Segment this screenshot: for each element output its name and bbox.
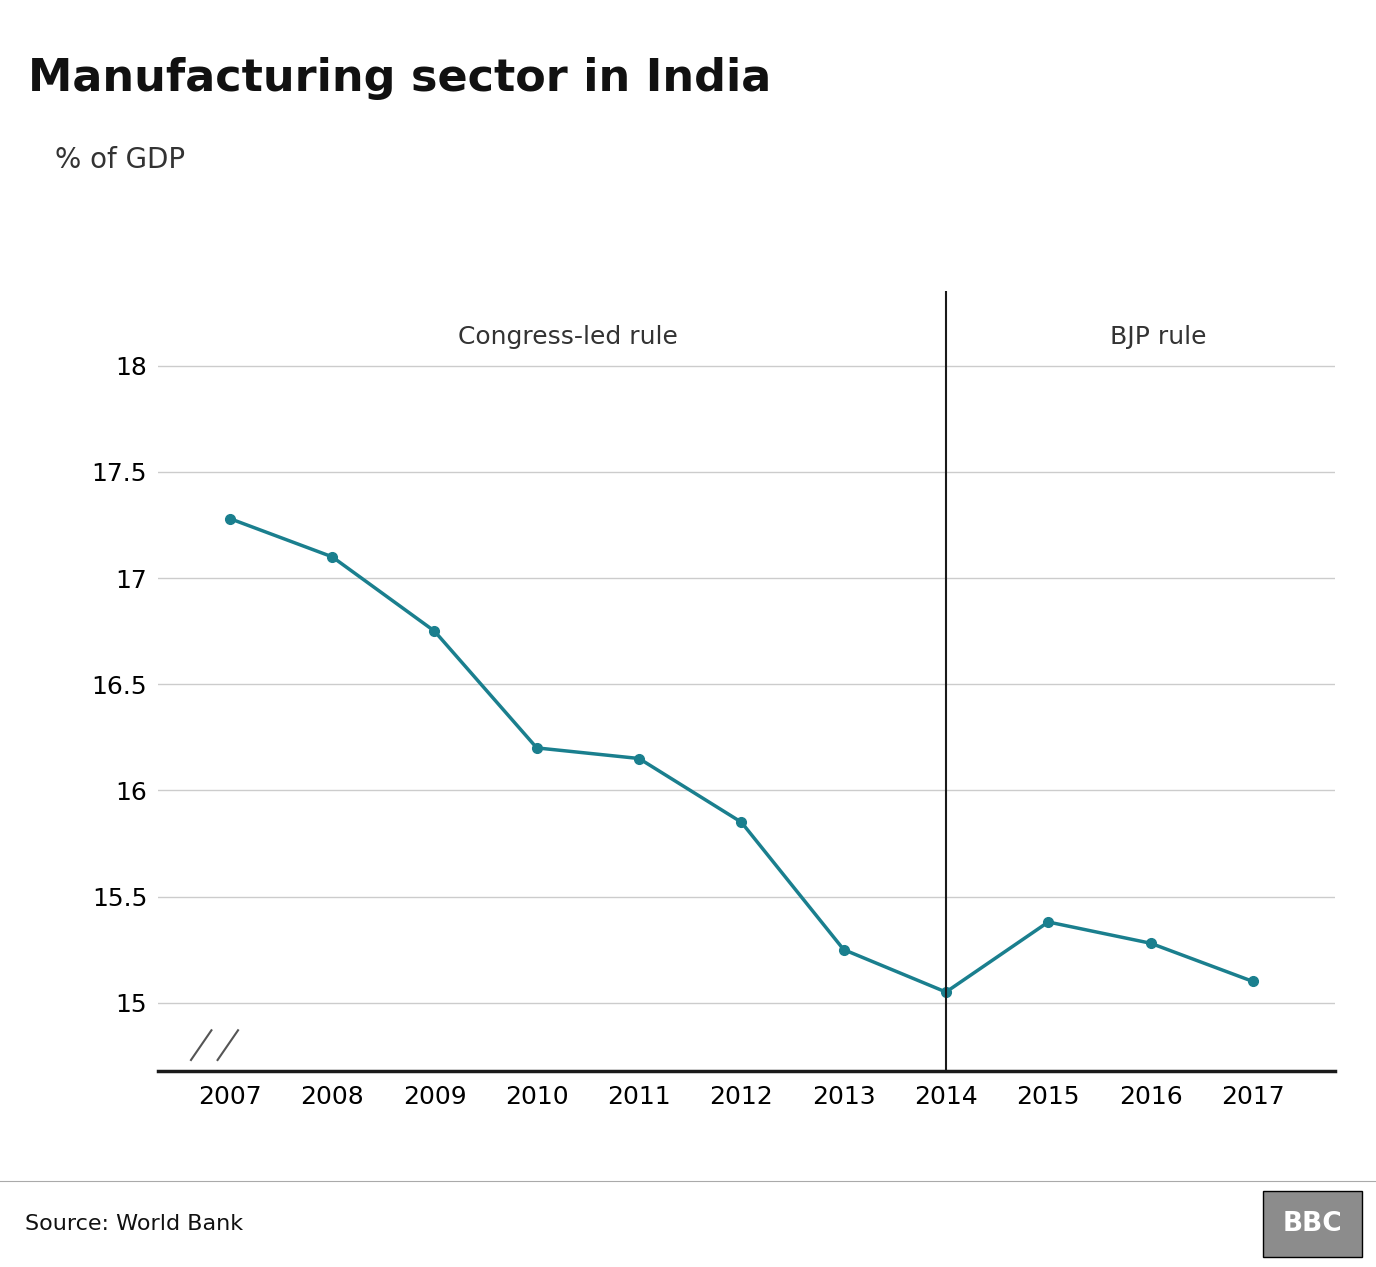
Text: Source: World Bank: Source: World Bank bbox=[25, 1214, 244, 1234]
Text: Manufacturing sector in India: Manufacturing sector in India bbox=[28, 57, 771, 100]
FancyBboxPatch shape bbox=[1263, 1191, 1362, 1257]
Text: BBC: BBC bbox=[1282, 1211, 1343, 1237]
Text: % of GDP: % of GDP bbox=[55, 146, 186, 174]
Text: Congress-led rule: Congress-led rule bbox=[457, 324, 677, 348]
Text: BJP rule: BJP rule bbox=[1109, 324, 1207, 348]
